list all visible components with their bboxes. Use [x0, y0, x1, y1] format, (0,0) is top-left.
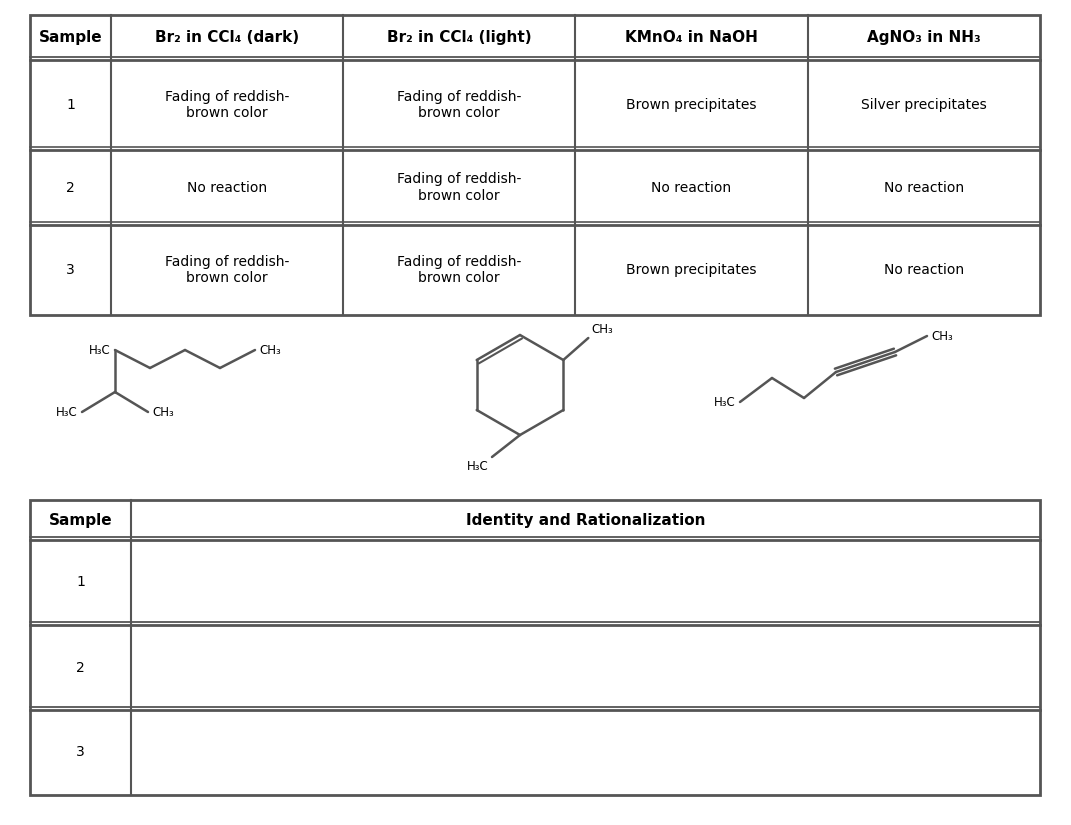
Text: No reaction: No reaction — [651, 181, 731, 195]
Text: Identity and Rationalization: Identity and Rationalization — [466, 512, 705, 527]
Text: 2: 2 — [76, 661, 85, 675]
Text: AgNO₃ in NH₃: AgNO₃ in NH₃ — [868, 30, 981, 45]
Text: CH₃: CH₃ — [259, 343, 281, 356]
Text: 3: 3 — [66, 263, 75, 277]
Text: Silver precipitates: Silver precipitates — [861, 98, 986, 112]
Text: H₃C: H₃C — [467, 460, 489, 473]
Text: Sample: Sample — [48, 512, 112, 527]
Text: Fading of reddish-
brown color: Fading of reddish- brown color — [397, 90, 522, 120]
Bar — [30, 15, 1040, 315]
Text: Br₂ in CCl₄ (light): Br₂ in CCl₄ (light) — [387, 30, 531, 45]
Text: 1: 1 — [66, 98, 75, 112]
Text: CH₃: CH₃ — [591, 323, 613, 336]
Text: CH₃: CH₃ — [931, 329, 953, 342]
Text: Fading of reddish-
brown color: Fading of reddish- brown color — [397, 172, 522, 203]
Text: Fading of reddish-
brown color: Fading of reddish- brown color — [165, 255, 289, 285]
Text: CH₃: CH₃ — [152, 406, 174, 418]
Text: Fading of reddish-
brown color: Fading of reddish- brown color — [397, 255, 522, 285]
Text: Brown precipitates: Brown precipitates — [627, 263, 757, 277]
Text: Br₂ in CCl₄ (dark): Br₂ in CCl₄ (dark) — [155, 30, 299, 45]
Text: KMnO₄ in NaOH: KMnO₄ in NaOH — [625, 30, 758, 45]
Text: No reaction: No reaction — [884, 263, 964, 277]
Text: 3: 3 — [76, 746, 85, 760]
Text: 1: 1 — [76, 576, 85, 590]
Text: H₃C: H₃C — [89, 343, 111, 356]
Text: Fading of reddish-
brown color: Fading of reddish- brown color — [165, 90, 289, 120]
Text: Brown precipitates: Brown precipitates — [627, 98, 757, 112]
Text: H₃C: H₃C — [57, 406, 78, 418]
Text: No reaction: No reaction — [884, 181, 964, 195]
Text: Sample: Sample — [39, 30, 102, 45]
Bar — [30, 500, 1040, 795]
Text: H₃C: H₃C — [714, 395, 736, 408]
Text: No reaction: No reaction — [186, 181, 267, 195]
Text: 2: 2 — [66, 181, 75, 195]
